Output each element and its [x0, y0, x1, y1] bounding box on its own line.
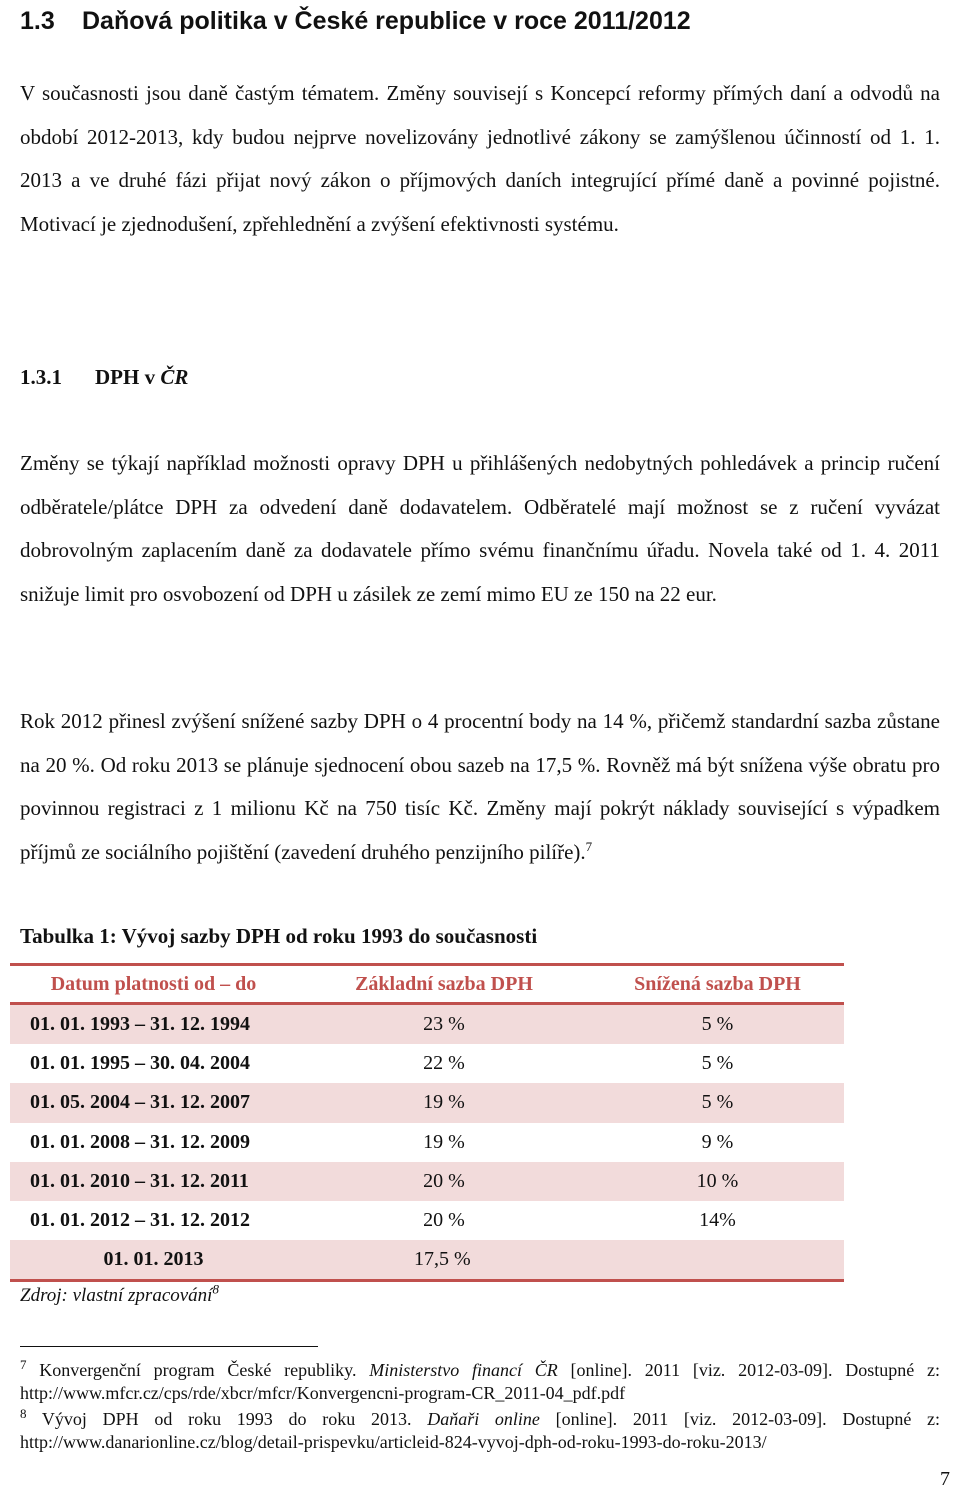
footnote-8: 8 Vývoj DPH od roku 1993 do roku 2013. D…: [20, 1406, 941, 1454]
footnote-url-link[interactable]: http://www.mfcr.cz/cps/rde/xbcr/mfcr/Kon…: [20, 1383, 626, 1403]
cell-period: 01. 01. 1995 – 30. 04. 2004: [30, 1052, 250, 1075]
cell-reduced-rate: 5 %: [701, 1052, 734, 1075]
rates-paragraph: Rok 2012 přinesl zvýšení snížené sazby D…: [20, 700, 940, 874]
cell-period: 01. 05. 2004 – 31. 12. 2007: [10, 1083, 297, 1123]
cell-reduced-rate: 5 %: [591, 1003, 844, 1045]
cell-period: 01. 01. 2013: [10, 1240, 297, 1283]
rates-paragraph-text: Rok 2012 přinesl zvýšení snížené sazby D…: [20, 709, 940, 864]
footnote-italic: Daňaři online: [427, 1409, 540, 1429]
header-reduced-rate: Snížená sazba DPH: [591, 963, 844, 1005]
table-row: 01. 01. 1995 – 30. 04. 2004 22 % 5 %: [10, 1044, 844, 1083]
subsection-heading: 1.3.1 DPH v ČR: [20, 362, 188, 392]
table-row: 01. 01. 1993 – 31. 12. 1994 23 % 5 %: [10, 1003, 844, 1045]
subsection-title-italic: ČR: [160, 365, 189, 389]
table-row: 01. 01. 2008 – 31. 12. 2009 19 % 9 %: [10, 1123, 844, 1162]
footnote-number: 7: [20, 1357, 27, 1372]
table-row: 01. 01. 2010 – 31. 12. 2011 20 % 10 %: [10, 1161, 844, 1201]
cell-unified-rate: 17,5 %: [297, 1240, 844, 1283]
cell-basic-rate: 20 %: [297, 1161, 591, 1201]
cell-basic-rate: 22 %: [423, 1052, 465, 1075]
subsection-title-prefix: DPH v: [95, 365, 156, 389]
footnote-7: 7 Konvergenční program České republiky. …: [20, 1357, 941, 1405]
section-number: 1.3: [20, 7, 55, 35]
footnote-text: [online]. 2011 [viz. 2012-03-09]. Dostup…: [570, 1360, 941, 1380]
footnote-text: [online]. 2011 [viz. 2012-03-09]. Dostup…: [555, 1409, 941, 1429]
cell-basic-rate: 19 %: [297, 1083, 591, 1123]
cell-reduced-rate: 14%: [699, 1209, 736, 1232]
vat-rates-table: Datum platnosti od – do Základní sazba D…: [10, 963, 844, 1283]
footnote-separator: [20, 1346, 318, 1347]
footnote-url-link[interactable]: http://www.danarionline.cz/blog/detail-p…: [20, 1432, 767, 1452]
subsection-number: 1.3.1: [20, 365, 62, 389]
cell-reduced-rate: 5 %: [591, 1083, 844, 1123]
table-row: 01. 01. 2012 – 31. 12. 2012 20 % 14%: [10, 1201, 844, 1240]
table-source-text: Zdroj: vlastní zpracování: [20, 1285, 213, 1306]
page-number: 7: [940, 1468, 950, 1490]
table-caption: Tabulka 1: Vývoj sazby DPH od roku 1993 …: [20, 924, 538, 948]
cell-basic-rate: 20 %: [423, 1209, 465, 1232]
header-period: Datum platnosti od – do: [10, 963, 297, 1005]
footnote-ref-8[interactable]: 8: [212, 1281, 219, 1297]
footnote-number: 8: [20, 1406, 27, 1421]
footnote-text: Vývoj DPH od roku 1993 do roku 2013.: [41, 1409, 412, 1429]
cell-period: 01. 01. 2008 – 31. 12. 2009: [30, 1130, 250, 1153]
dph-changes-paragraph: Změny se týkají například možnosti oprav…: [20, 451, 940, 606]
footnote-ref-7[interactable]: 7: [585, 838, 593, 854]
cell-period: 01. 01. 2010 – 31. 12. 2011: [10, 1161, 297, 1201]
cell-reduced-rate: 9 %: [701, 1130, 734, 1153]
intro-paragraph: V současnosti jsou daně častým tématem. …: [20, 81, 940, 236]
section-title: Daňová politika v České republice v roce…: [82, 7, 691, 35]
cell-reduced-rate: 10 %: [591, 1161, 844, 1201]
footnote-text: Konvergenční program České republiky.: [39, 1360, 357, 1380]
table-row-unified: 01. 01. 2013 17,5 %: [10, 1240, 844, 1283]
section-heading: 1.3 Daňová politika v České republice v r…: [20, 6, 691, 36]
table-header-row: Datum platnosti od – do Základní sazba D…: [10, 963, 844, 1005]
cell-basic-rate: 19 %: [423, 1130, 465, 1153]
cell-basic-rate: 23 %: [297, 1003, 591, 1045]
cell-period: 01. 01. 2012 – 31. 12. 2012: [30, 1209, 250, 1232]
footnote-italic: Ministerstvo financí ČR: [369, 1360, 558, 1380]
cell-period: 01. 01. 1993 – 31. 12. 1994: [10, 1003, 297, 1045]
table-source: Zdroj: vlastní zpracování8: [20, 1283, 219, 1309]
table-row: 01. 05. 2004 – 31. 12. 2007 19 % 5 %: [10, 1083, 844, 1123]
header-basic-rate: Základní sazba DPH: [297, 963, 591, 1005]
